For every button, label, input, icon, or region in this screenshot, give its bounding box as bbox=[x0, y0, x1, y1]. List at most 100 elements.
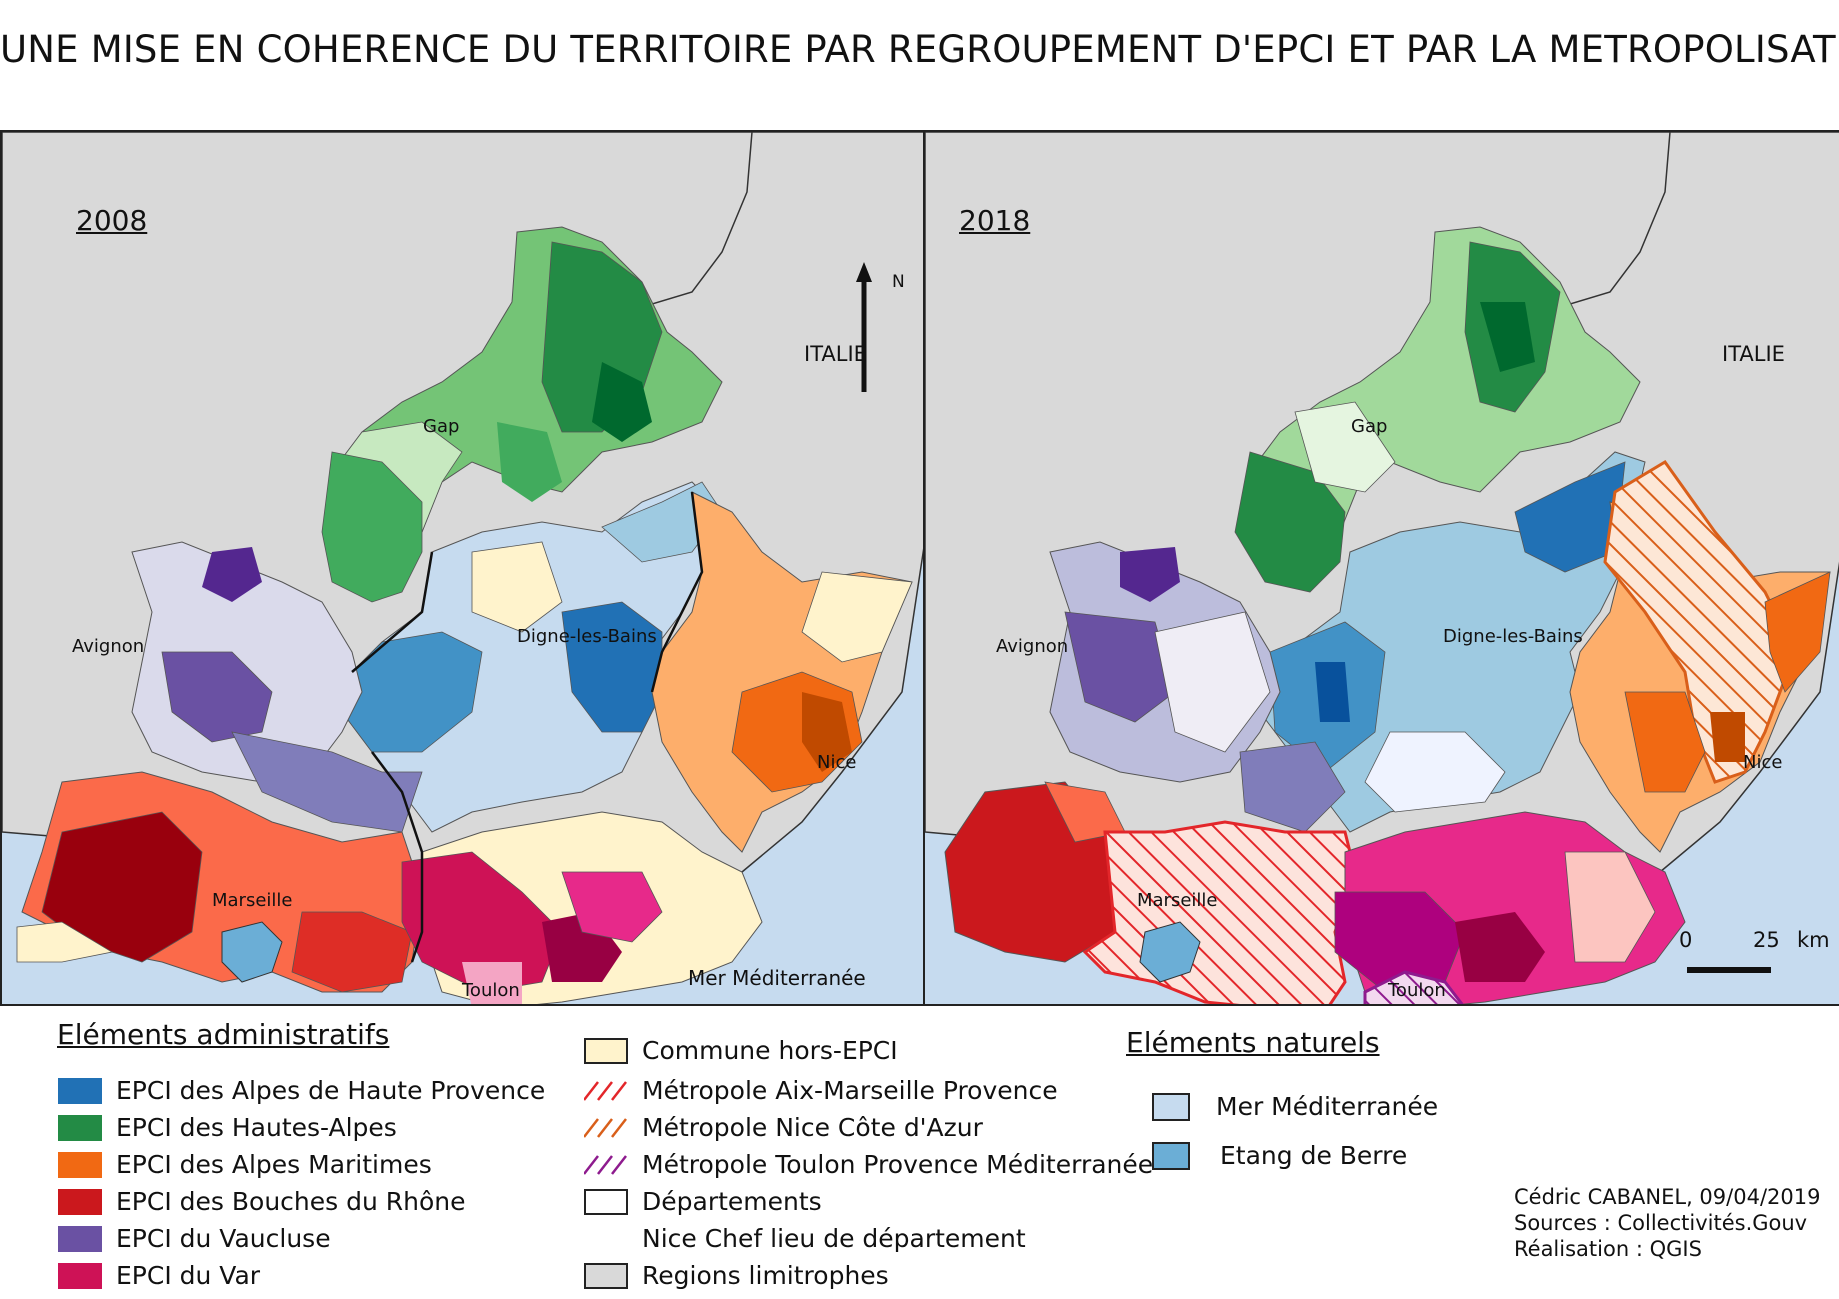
map-year-label: 2008 bbox=[76, 204, 148, 237]
sea-main bbox=[1272, 740, 1839, 1004]
legend-metro-nice: Métropole Nice Côte d'Azur bbox=[584, 1113, 983, 1142]
credits-tool: Réalisation : QGIS bbox=[1514, 1237, 1702, 1261]
legend-epci-vaucluse: EPCI du Vaucluse bbox=[58, 1224, 331, 1253]
region-vaucluse-pale bbox=[1154, 611, 1271, 753]
swatch bbox=[58, 1225, 102, 1252]
region-hautes-alpes-darkest bbox=[592, 362, 652, 442]
hatch-swatch-red bbox=[584, 1080, 627, 1101]
scale-zero: 0 bbox=[1679, 928, 1693, 952]
city-gap: Gap bbox=[423, 416, 460, 437]
scale-km: km bbox=[1797, 928, 1830, 952]
legend-nature-title: Eléments naturels bbox=[1126, 1026, 1380, 1059]
swatch bbox=[1152, 1092, 1190, 1121]
legend-epci-am: EPCI des Alpes Maritimes bbox=[58, 1150, 432, 1179]
metropole-toulon bbox=[1363, 970, 1464, 1004]
legend-epci-ha: EPCI des Hautes-Alpes bbox=[58, 1113, 397, 1142]
legend-hors-epci: Commune hors-EPCI bbox=[584, 1036, 898, 1065]
map-year-label: 2018 bbox=[959, 204, 1031, 237]
legend-chef-lieu: Nice Chef lieu de département bbox=[584, 1224, 1026, 1253]
swatch bbox=[1152, 1141, 1190, 1170]
region-vaucluse-dark bbox=[1120, 547, 1180, 602]
sea-main bbox=[354, 737, 923, 1004]
legend-epci-var: EPCI du Var bbox=[58, 1261, 260, 1290]
region-am-dark bbox=[1624, 691, 1706, 793]
city-avignon: Avignon bbox=[72, 636, 145, 657]
city-toulon: Toulon bbox=[1388, 980, 1446, 1001]
region-am-darkest bbox=[1710, 712, 1745, 762]
map-2008: 2008 N ITALIE Gap Avignon Digne-les-Bain… bbox=[0, 130, 925, 1006]
department-boundaries bbox=[351, 491, 704, 963]
map-2018: 2018 ITALIE Gap Avignon Digne-les-Bains … bbox=[923, 130, 1839, 1006]
sea-west bbox=[925, 947, 1254, 1004]
region-am-east bbox=[801, 571, 913, 663]
region-hautes-alpes-mid bbox=[497, 422, 562, 502]
region-ahp-dark bbox=[561, 601, 663, 733]
legend-epci-ahp: EPCI des Alpes de Haute Provence bbox=[58, 1076, 545, 1105]
legend-departements: Départements bbox=[584, 1187, 822, 1216]
page-title: UNE MISE EN COHERENCE DU TERRITOIRE PAR … bbox=[0, 28, 1839, 71]
empty-swatch bbox=[584, 1226, 628, 1252]
italie-label: ITALIE bbox=[804, 342, 867, 366]
legend-metro-toulon: Métropole Toulon Provence Méditerranée bbox=[584, 1150, 1153, 1179]
credits-sources: Sources : Collectivités.Gouv bbox=[1514, 1211, 1808, 1235]
map-2018-canvas bbox=[925, 132, 1839, 1004]
map-2008-canvas bbox=[2, 132, 923, 1004]
region-ha-pale bbox=[1294, 401, 1396, 493]
legend-epci-bdr: EPCI des Bouches du Rhône bbox=[58, 1187, 466, 1216]
city-marseille: Marseille bbox=[212, 890, 293, 911]
region-var-dark bbox=[401, 851, 563, 993]
city-digne: Digne-les-Bains bbox=[517, 626, 657, 647]
region-ha-west bbox=[321, 451, 423, 603]
city-marseille: Marseille bbox=[1137, 890, 1218, 911]
sea bbox=[2, 947, 336, 1004]
north-arrow-head bbox=[856, 262, 872, 282]
swatch bbox=[58, 1151, 102, 1178]
etang-de-berre bbox=[221, 921, 283, 983]
city-toulon: Toulon bbox=[462, 980, 520, 1001]
region-vaucluse-mid bbox=[1064, 611, 1176, 723]
swatch bbox=[58, 1188, 102, 1215]
legend-etang: Etang de Berre bbox=[1152, 1141, 1407, 1170]
city-nice: Nice bbox=[817, 752, 857, 773]
metropole-aix-marseille bbox=[1082, 820, 1357, 1004]
region-ahp-darkest bbox=[1315, 662, 1350, 722]
swatch bbox=[58, 1262, 102, 1289]
swatch bbox=[58, 1114, 102, 1141]
region-var-mid bbox=[561, 871, 663, 943]
region-ahp-white bbox=[1364, 731, 1506, 813]
credits-author: Cédric CABANEL, 09/04/2019 bbox=[1514, 1185, 1821, 1209]
region-vaucluse-south bbox=[1239, 741, 1346, 833]
italie-label: ITALIE bbox=[1722, 342, 1785, 366]
region-am-darkest bbox=[802, 692, 852, 772]
legend-mer: Mer Méditerranée bbox=[1152, 1092, 1438, 1121]
credits: Cédric CABANEL, 09/04/2019 Sources : Col… bbox=[1514, 1184, 1820, 1262]
city-nice: Nice bbox=[1743, 752, 1783, 773]
swatch bbox=[58, 1077, 102, 1104]
region-bdr-camargue bbox=[16, 921, 114, 963]
swatch bbox=[584, 1188, 628, 1215]
region-vaucluse-dark bbox=[202, 547, 262, 602]
city-gap: Gap bbox=[1351, 416, 1388, 437]
region-bdr-west bbox=[41, 811, 203, 963]
scale-25: 25 bbox=[1753, 928, 1780, 952]
region-var-pale bbox=[462, 962, 522, 1004]
city-digne: Digne-les-Bains bbox=[1443, 626, 1583, 647]
swatch bbox=[584, 1262, 628, 1289]
legend-admin-title: Eléments administratifs bbox=[57, 1018, 390, 1051]
region-var-darkest bbox=[1455, 912, 1545, 982]
region-vaucluse-mid bbox=[161, 651, 273, 743]
metropole-nice bbox=[1603, 460, 1797, 784]
region-am-east bbox=[1764, 571, 1831, 693]
region-bdr-east bbox=[291, 911, 413, 993]
hatch-swatch-orange bbox=[584, 1117, 627, 1138]
region-ahp-pale bbox=[471, 541, 563, 633]
city-avignon: Avignon bbox=[996, 636, 1069, 657]
north-label: N bbox=[892, 272, 905, 292]
sea-label: Mer Méditerranée bbox=[688, 966, 866, 990]
region-vaucluse-south bbox=[231, 731, 423, 833]
hatch-swatch-purple bbox=[584, 1154, 627, 1175]
swatch bbox=[584, 1037, 628, 1064]
legend-metro-aix: Métropole Aix-Marseille Provence bbox=[584, 1076, 1058, 1105]
legend-regions: Regions limitrophes bbox=[584, 1261, 889, 1290]
region-var-pale bbox=[1564, 851, 1656, 963]
